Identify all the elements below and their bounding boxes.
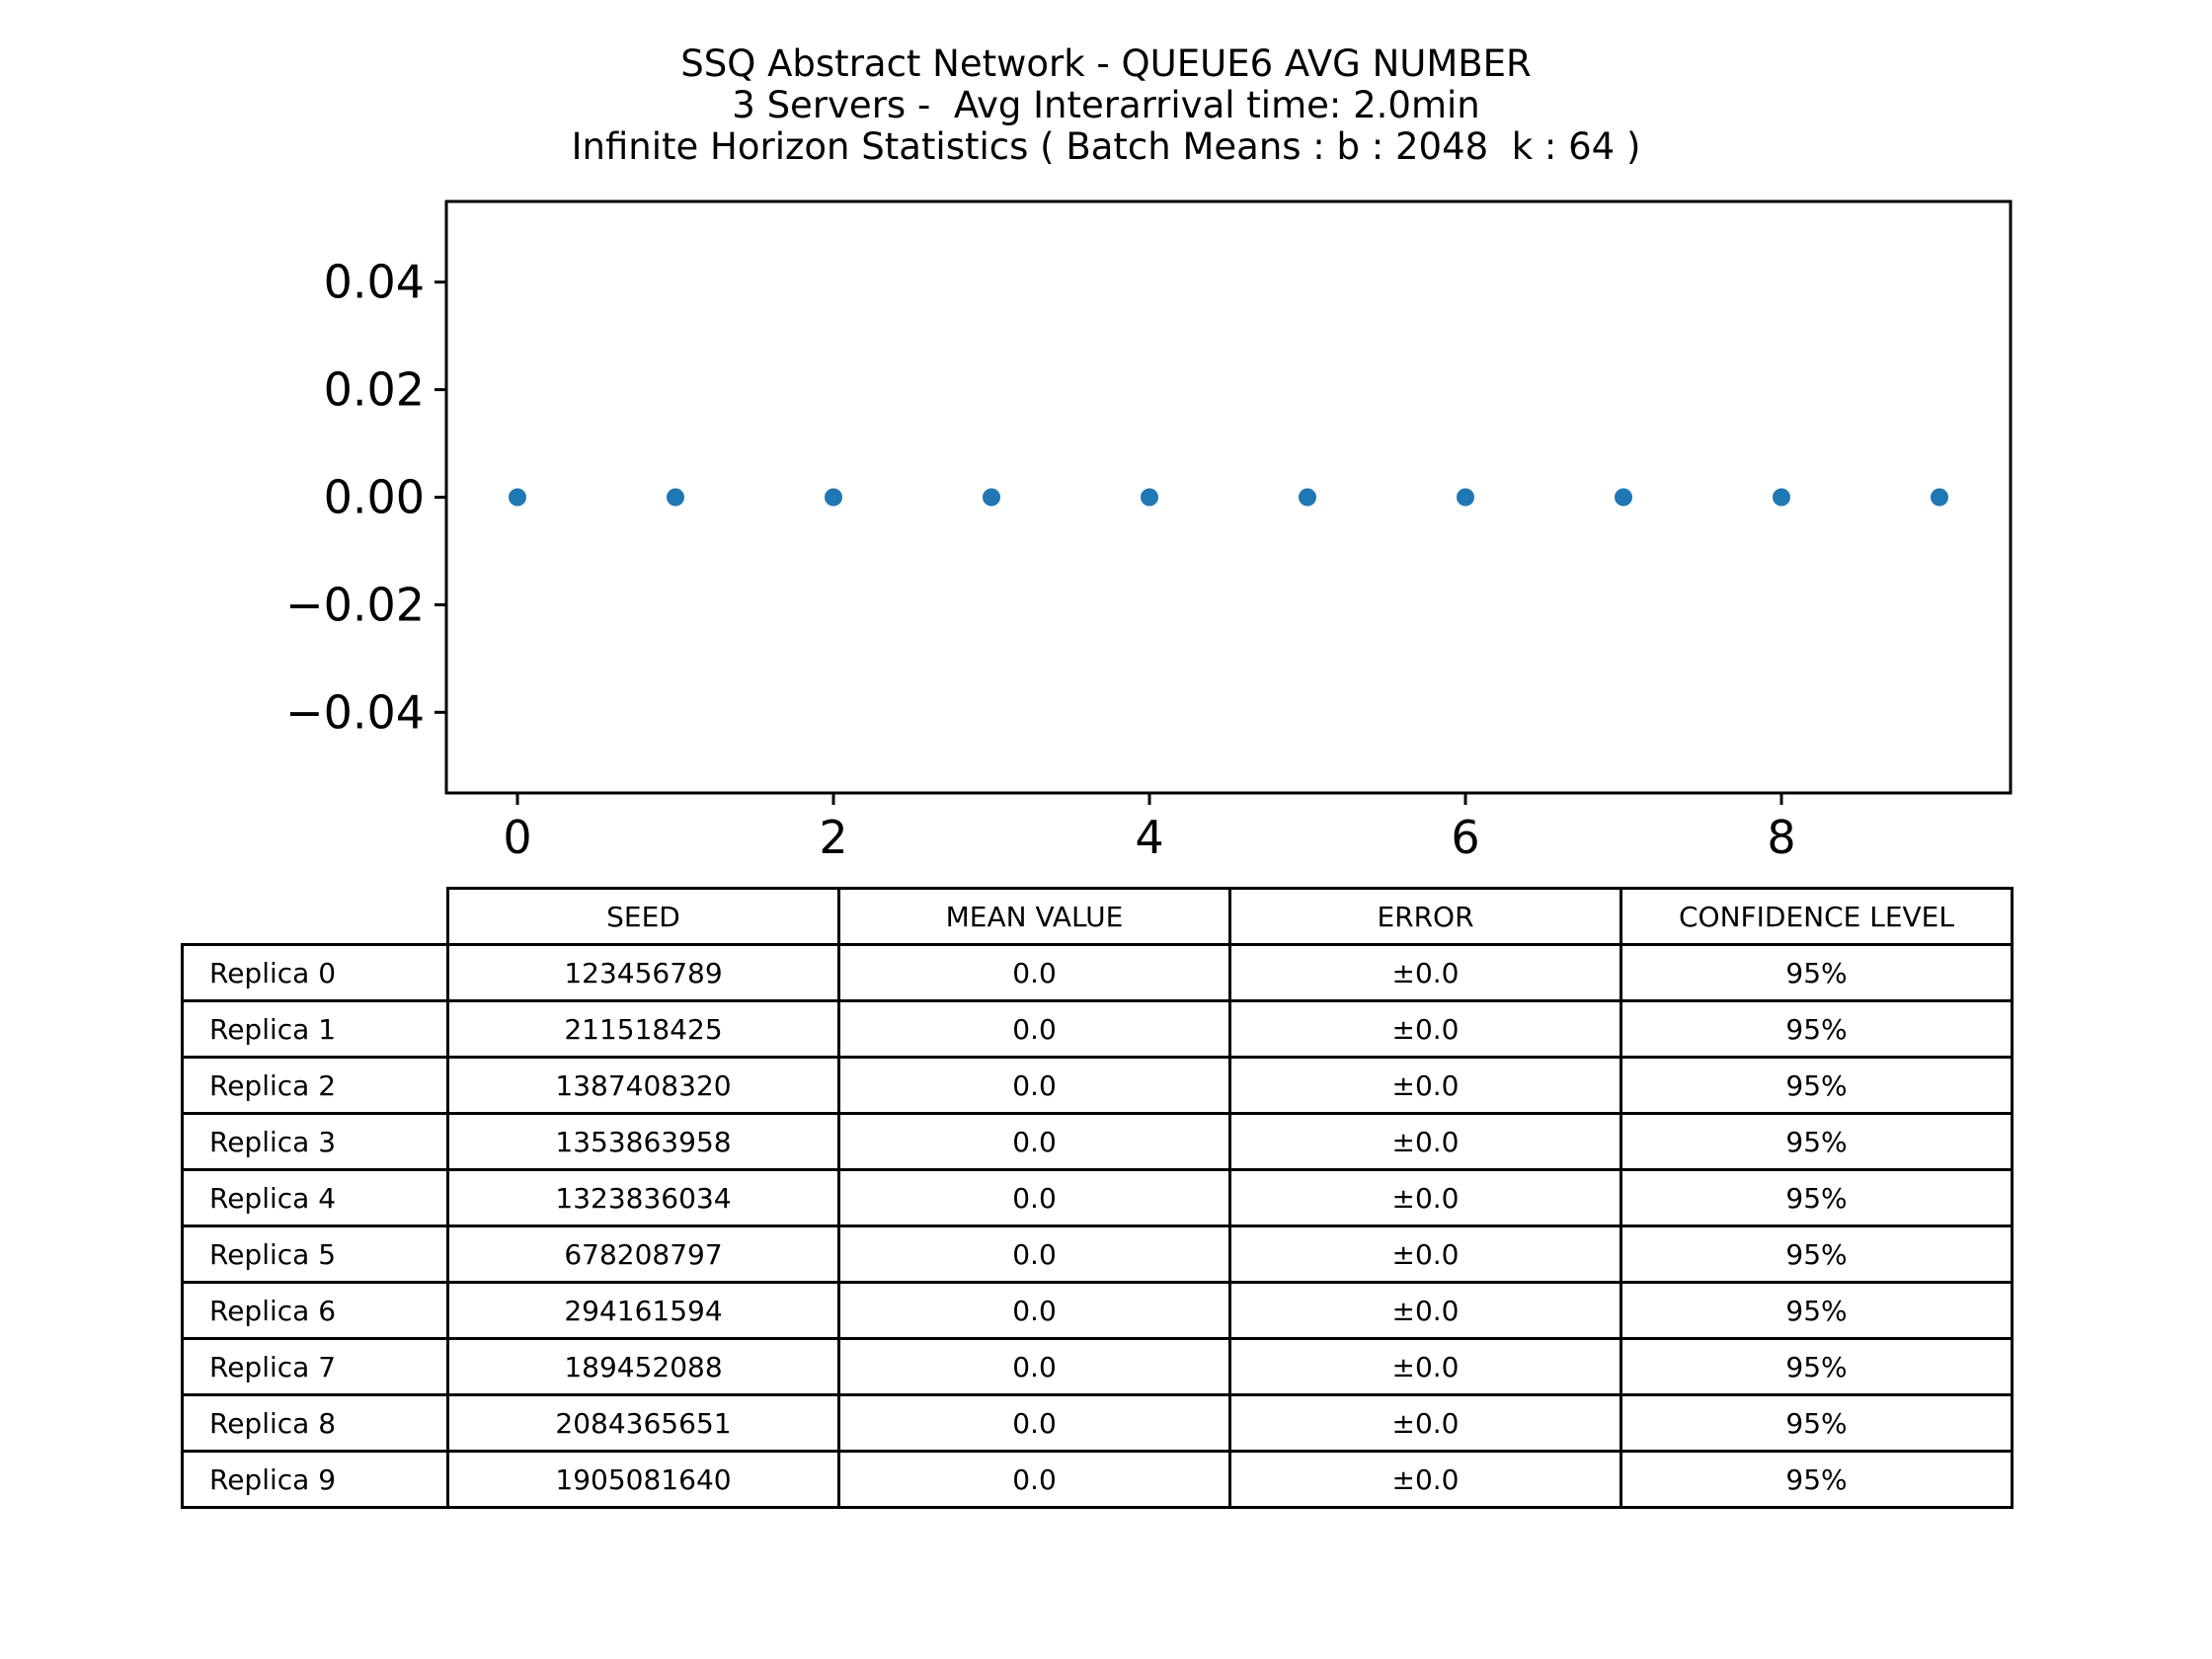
table-body: Replica 0 123456789 0.0 ±0.0 95% Replica 1 211… xyxy=(181,943,2014,1509)
table-row: Replica 5 678208797 0.0 ±0.0 95% xyxy=(181,1224,2014,1284)
data-points xyxy=(509,488,1948,507)
data-point xyxy=(667,488,684,507)
chart-title: SSQ Abstract Network - QUEUE6 AVG NUMBER… xyxy=(0,43,2212,168)
column-header-error: ERROR xyxy=(1228,887,1622,946)
seed-cell: 211518425 xyxy=(446,999,840,1059)
x-tick-label: 8 xyxy=(1767,811,1795,864)
row-label: Replica 4 xyxy=(181,1168,449,1227)
mean-value-cell: 0.0 xyxy=(837,999,1231,1059)
confidence-cell: 95% xyxy=(1620,999,2014,1059)
error-cell: ±0.0 xyxy=(1228,1450,1622,1509)
table-row: Replica 4 1323836034 0.0 ±0.0 95% xyxy=(181,1168,2014,1227)
row-label: Replica 2 xyxy=(181,1056,449,1115)
chart-title-line-3: Infinite Horizon Statistics ( Batch Mean… xyxy=(571,125,1641,168)
column-header-mean: MEAN VALUE xyxy=(837,887,1231,946)
confidence-cell: 95% xyxy=(1620,943,2014,1002)
table-row: Replica 9 1905081640 0.0 ±0.0 95% xyxy=(181,1450,2014,1509)
table-header-row: SEED MEAN VALUE ERROR CONFIDENCE LEVEL xyxy=(183,887,2014,946)
data-point xyxy=(1457,488,1474,507)
mean-value-cell: 0.0 xyxy=(837,1056,1231,1115)
error-cell: ±0.0 xyxy=(1228,1168,1622,1227)
seed-cell: 1905081640 xyxy=(446,1450,840,1509)
table-row: Replica 0 123456789 0.0 ±0.0 95% xyxy=(181,943,2014,1002)
seed-cell: 1387408320 xyxy=(446,1056,840,1115)
mean-value-cell: 0.0 xyxy=(837,943,1231,1002)
data-point xyxy=(1141,488,1158,507)
column-header-confidence: CONFIDENCE LEVEL xyxy=(1620,887,2014,946)
row-label: Replica 8 xyxy=(181,1393,449,1453)
x-axis: 0 2 4 6 8 xyxy=(503,793,1796,864)
data-point xyxy=(1615,488,1632,507)
data-point xyxy=(1299,488,1316,507)
row-label: Replica 0 xyxy=(181,943,449,1002)
error-cell: ±0.0 xyxy=(1228,1337,1622,1396)
chart-title-line-1: SSQ Abstract Network - QUEUE6 AVG NUMBER xyxy=(680,42,1532,85)
mean-value-cell: 0.0 xyxy=(837,1168,1231,1227)
data-point xyxy=(1773,488,1790,507)
mean-value-cell: 0.0 xyxy=(837,1337,1231,1396)
y-axis: 0.04 0.02 0.00 −0.02 −0.04 xyxy=(285,256,446,739)
error-cell: ±0.0 xyxy=(1228,1281,1622,1340)
y-tick-label: 0.04 xyxy=(324,256,425,309)
seed-cell: 1323836034 xyxy=(446,1168,840,1227)
error-cell: ±0.0 xyxy=(1228,1112,1622,1171)
confidence-cell: 95% xyxy=(1620,1056,2014,1115)
scatter-chart: 0 2 4 6 8 0.04 0.02 0.00 −0.02 −0.04 xyxy=(285,199,2013,864)
seed-cell: 123456789 xyxy=(446,943,840,1002)
confidence-cell: 95% xyxy=(1620,1112,2014,1171)
data-point xyxy=(983,488,1000,507)
y-tick-label: 0.00 xyxy=(324,471,425,524)
seed-cell: 2084365651 xyxy=(446,1393,840,1453)
error-cell: ±0.0 xyxy=(1228,943,1622,1002)
table-row: Replica 8 2084365651 0.0 ±0.0 95% xyxy=(181,1393,2014,1453)
confidence-cell: 95% xyxy=(1620,1168,2014,1227)
y-tick-label: −0.04 xyxy=(285,685,425,739)
error-cell: ±0.0 xyxy=(1228,1393,1622,1453)
error-cell: ±0.0 xyxy=(1228,999,1622,1059)
mean-value-cell: 0.0 xyxy=(837,1224,1231,1284)
confidence-cell: 95% xyxy=(1620,1337,2014,1396)
seed-cell: 294161594 xyxy=(446,1281,840,1340)
row-label: Replica 3 xyxy=(181,1112,449,1171)
table-row: Replica 7 189452088 0.0 ±0.0 95% xyxy=(181,1337,2014,1396)
table-row: Replica 2 1387408320 0.0 ±0.0 95% xyxy=(181,1056,2014,1115)
row-label: Replica 6 xyxy=(181,1281,449,1340)
error-cell: ±0.0 xyxy=(1228,1056,1622,1115)
row-label: Replica 7 xyxy=(181,1337,449,1396)
seed-cell: 678208797 xyxy=(446,1224,840,1284)
confidence-cell: 95% xyxy=(1620,1224,2014,1284)
x-tick-label: 0 xyxy=(503,811,531,864)
row-label: Replica 1 xyxy=(181,999,449,1059)
data-point xyxy=(509,488,526,507)
table-row: Replica 6 294161594 0.0 ±0.0 95% xyxy=(181,1281,2014,1340)
confidence-cell: 95% xyxy=(1620,1450,2014,1509)
x-tick-label: 2 xyxy=(819,811,847,864)
mean-value-cell: 0.0 xyxy=(837,1450,1231,1509)
x-tick-label: 4 xyxy=(1135,811,1163,864)
table-corner xyxy=(183,889,448,945)
mean-value-cell: 0.0 xyxy=(837,1393,1231,1453)
mean-value-cell: 0.0 xyxy=(837,1281,1231,1340)
table-row: Replica 3 1353863958 0.0 ±0.0 95% xyxy=(181,1112,2014,1171)
data-point xyxy=(825,488,842,507)
confidence-cell: 95% xyxy=(1620,1281,2014,1340)
data-point xyxy=(1931,488,1948,507)
y-tick-label: 0.02 xyxy=(324,363,425,417)
seed-cell: 1353863958 xyxy=(446,1112,840,1171)
row-label: Replica 5 xyxy=(181,1224,449,1284)
x-tick-label: 6 xyxy=(1451,811,1479,864)
y-tick-label: −0.02 xyxy=(285,578,425,631)
row-label: Replica 9 xyxy=(181,1450,449,1509)
confidence-cell: 95% xyxy=(1620,1393,2014,1453)
replica-table: SEED MEAN VALUE ERROR CONFIDENCE LEVEL R… xyxy=(181,887,2014,1509)
column-header-seed: SEED xyxy=(446,887,840,946)
table-row: Replica 1 211518425 0.0 ±0.0 95% xyxy=(181,999,2014,1059)
chart-title-line-2: 3 Servers - Avg Interarrival time: 2.0mi… xyxy=(732,84,1480,126)
mean-value-cell: 0.0 xyxy=(837,1112,1231,1171)
error-cell: ±0.0 xyxy=(1228,1224,1622,1284)
seed-cell: 189452088 xyxy=(446,1337,840,1396)
